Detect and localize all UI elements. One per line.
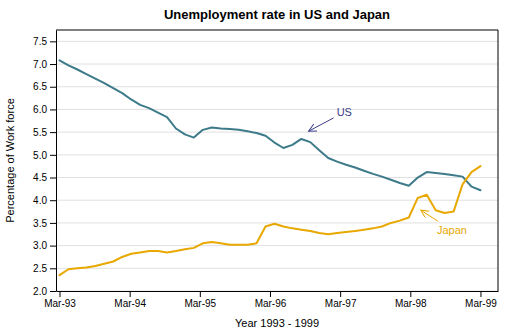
y-axis-title: Percentage of Work force [4,98,16,223]
frame-line [498,30,499,291]
tick-mark [50,41,56,42]
grid-line [56,291,498,292]
tick: 7.0 [33,59,56,70]
title: Unemployment rate in US and Japan [164,7,390,22]
tick: Mar-95 [184,291,216,309]
tick-mark [50,109,56,110]
grid-line [56,268,498,269]
grid-line [56,41,498,42]
chart: Mar-93 Mar-94 Mar-95 Mar-96 Mar-97 Mar-98 Mar-… [0,0,512,335]
tick-label: Mar-97 [325,298,357,309]
tick-mark [50,132,56,133]
tick-mark [50,291,56,292]
tick-mark [340,291,341,297]
tick: Mar-94 [114,291,146,309]
annotation-arrow [309,118,334,131]
series-group [60,60,481,275]
axis-line [57,291,499,292]
grid-line [56,154,498,155]
tick: 2.5 [33,263,56,274]
tick: 6.0 [33,104,56,115]
tick-label: 5.0 [33,150,47,161]
tick-mark [200,291,201,297]
tick-mark [130,291,131,297]
annotation: Japan [437,224,467,236]
tick-mark [270,291,271,297]
grid-line [56,177,498,178]
plot-area: Mar-93 Mar-94 Mar-95 Mar-96 Mar-97 Mar-98 Mar-… [33,30,498,309]
tick-mark [60,291,61,297]
tick-label: 3.0 [33,240,47,251]
grid-line [56,222,498,223]
annotation: US [337,106,352,118]
grid [56,41,498,291]
frame-line [56,30,498,31]
grid-line [56,109,498,110]
tick-mark [410,291,411,297]
tick: 3.0 [33,240,56,251]
tick-label: 2.5 [33,263,47,274]
annotations: US Japan [309,106,467,236]
tick: 3.5 [33,218,56,229]
tick-label: 5.5 [33,127,47,138]
tick-label: Mar-98 [395,298,427,309]
tick: Mar-98 [395,291,427,309]
tick: 5.0 [33,150,56,161]
grid-line [56,245,498,246]
tick: Mar-99 [465,291,497,309]
tick: Mar-96 [255,291,287,309]
grid-line [56,200,498,201]
tick-mark [50,268,56,269]
annotation-arrow [421,210,438,221]
x-axis: Mar-93 Mar-94 Mar-95 Mar-96 Mar-97 Mar-98 Mar-… [44,291,498,309]
tick: 4.0 [33,195,56,206]
tick-mark [50,178,56,179]
y-axis: 2.0 2.5 3.0 3.5 4.0 4.5 5.0 5.5 6.0 6.5 7.0 7.5 [33,31,56,297]
tick-mark [50,87,56,88]
tick-mark [50,64,56,65]
grid-line [56,64,498,65]
grid-line [56,132,498,133]
tick-mark [50,246,56,247]
tick-label: 4.0 [33,195,47,206]
line [60,60,481,190]
tick-label: Mar-94 [114,298,146,309]
tick-label: Mar-95 [184,298,216,309]
tick: 2.0 [33,286,56,297]
tick-mark [50,200,56,201]
tick: Mar-97 [325,291,357,309]
tick-label: 2.0 [33,286,47,297]
tick: 4.5 [33,172,56,183]
tick: 7.5 [33,36,56,47]
tick-label: Mar-96 [255,298,287,309]
tick: Mar-93 [44,291,76,309]
tick: 5.5 [33,127,56,138]
tick-label: 3.5 [33,218,47,229]
tick-label: Mar-93 [44,298,76,309]
tick-label: 4.5 [33,172,47,183]
grid-line [56,86,498,87]
tick-label: 7.0 [33,59,47,70]
tick-label: Mar-99 [465,298,497,309]
tick-label: 6.0 [33,104,47,115]
tick-mark [480,291,481,297]
x-axis-title: Year 1993 - 1999 [235,317,319,329]
tick-mark [50,155,56,156]
axis-line [56,31,57,292]
tick-mark [50,223,56,224]
tick: 6.5 [33,81,56,92]
tick-label: 7.5 [33,36,47,47]
tick-label: 6.5 [33,81,47,92]
line [60,166,481,275]
